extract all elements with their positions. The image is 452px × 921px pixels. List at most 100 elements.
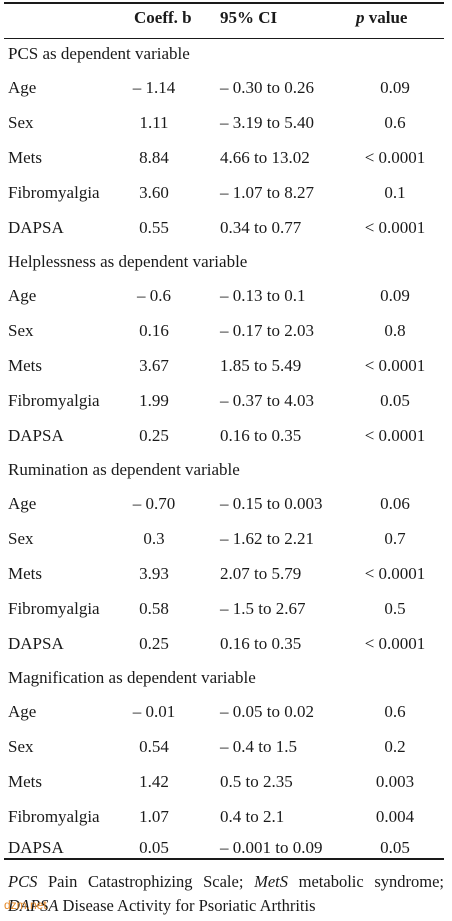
row-p-value: 0.5 [384,599,406,618]
row-variable: Sex [8,737,34,756]
row-ci: 1.85 to 5.49 [220,356,302,375]
row-p-value: 0.05 [380,838,410,857]
row-coeff: 1.11 [139,113,169,132]
row-variable: Age [8,702,37,721]
table-row: Age – 0.70 – 0.15 to 0.003 0.06 [0,494,452,516]
row-p-value: 0.003 [375,772,415,791]
row-p-value: < 0.0001 [364,564,426,583]
table-row: DAPSA 0.05 – 0.001 to 0.09 0.05 [0,838,452,860]
row-p-value: 0.6 [384,702,406,721]
table-row: DAPSA 0.25 0.16 to 0.35 < 0.0001 [0,634,452,656]
row-p-value: < 0.0001 [364,426,426,445]
table-row: DAPSA 0.25 0.16 to 0.35 < 0.0001 [0,426,452,448]
table-row: Fibromyalgia 1.99 – 0.37 to 4.03 0.05 [0,391,452,413]
row-coeff: 0.25 [139,634,169,653]
row-ci: – 0.30 to 0.26 [220,78,314,97]
row-p-value: < 0.0001 [364,356,426,375]
table-top-rule [4,2,444,4]
row-coeff: 0.3 [143,529,165,548]
row-ci: – 3.19 to 5.40 [220,113,314,132]
row-coeff: – 1.14 [132,78,176,97]
row-coeff: 1.07 [139,807,169,826]
row-variable: Age [8,78,37,97]
row-ci: 2.07 to 5.79 [220,564,302,583]
table-row: Mets 1.42 0.5 to 2.35 0.003 [0,772,452,794]
row-variable: DAPSA [8,426,64,445]
row-p-value: < 0.0001 [364,148,426,167]
row-variable: Fibromyalgia [8,599,100,618]
row-p-value: 0.6 [384,113,406,132]
header-coeff: Coeff. b [134,8,192,27]
row-variable: Mets [8,148,42,167]
row-coeff: – 0.70 [132,494,176,513]
row-ci: – 0.17 to 2.03 [220,321,314,340]
row-coeff: – 0.6 [137,286,171,305]
row-variable: DAPSA [8,218,64,237]
row-variable: DAPSA [8,634,64,653]
row-p-value: < 0.0001 [364,634,426,653]
row-variable: Mets [8,564,42,583]
footnote-def-mets: metabolic syndrome; [287,872,444,891]
footnote-abbr-mets: MetS [254,872,288,891]
row-variable: Age [8,494,37,513]
footnote-abbr-pcs: PCS [8,872,38,891]
section-title: Helplessness as dependent variable [8,252,248,271]
row-coeff: 8.84 [139,148,169,167]
row-ci: – 0.15 to 0.003 [220,494,323,513]
row-p-value: 0.09 [380,78,410,97]
row-ci: – 0.001 to 0.09 [220,838,323,857]
row-coeff: 0.16 [139,321,169,340]
table-row: Fibromyalgia 3.60 – 1.07 to 8.27 0.1 [0,183,452,205]
row-p-value: 0.8 [384,321,406,340]
table-row: Age – 1.14 – 0.30 to 0.26 0.09 [0,78,452,100]
row-ci: 0.16 to 0.35 [220,634,302,653]
table-row: Fibromyalgia 0.58 – 1.5 to 2.67 0.5 [0,599,452,621]
table-row: Sex 0.3 – 1.62 to 2.21 0.7 [0,529,452,551]
row-variable: Mets [8,356,42,375]
row-ci: – 0.4 to 1.5 [220,737,297,756]
row-ci: – 0.13 to 0.1 [220,286,306,305]
row-variable: Age [8,286,37,305]
row-ci: 0.5 to 2.35 [220,772,293,791]
row-variable: Fibromyalgia [8,183,100,202]
row-coeff: 1.42 [139,772,169,791]
row-coeff: 0.25 [139,426,169,445]
row-p-value: 0.05 [380,391,410,410]
row-p-value: 0.09 [380,286,410,305]
section-title: Rumination as dependent variable [8,460,240,479]
row-variable: Sex [8,529,34,548]
table-row: DAPSA 0.55 0.34 to 0.77 < 0.0001 [0,218,452,240]
table-row: Mets 8.84 4.66 to 13.02 < 0.0001 [0,148,452,170]
row-ci: – 1.62 to 2.21 [220,529,314,548]
table-footnote: PCS Pain Catastrophizing Scale; MetS met… [8,870,444,918]
section-title: PCS as dependent variable [8,44,190,63]
row-coeff: – 0.01 [132,702,176,721]
row-ci: 4.66 to 13.02 [220,148,310,167]
row-coeff: 3.93 [139,564,169,583]
row-ci: 0.16 to 0.35 [220,426,302,445]
table-row: Age – 0.6 – 0.13 to 0.1 0.09 [0,286,452,308]
row-ci: – 1.5 to 2.67 [220,599,306,618]
row-coeff: 0.54 [139,737,169,756]
row-coeff: 0.05 [139,838,169,857]
row-variable: Fibromyalgia [8,391,100,410]
row-variable: DAPSA [8,838,64,857]
row-ci: – 1.07 to 8.27 [220,183,314,202]
row-variable: Mets [8,772,42,791]
row-p-value: 0.1 [384,183,406,202]
row-p-value: 0.004 [375,807,415,826]
table-row: Fibromyalgia 1.07 0.4 to 2.1 0.004 [0,807,452,829]
row-p-value: 0.06 [380,494,410,513]
table-row: Mets 3.93 2.07 to 5.79 < 0.0001 [0,564,452,586]
row-variable: Fibromyalgia [8,807,100,826]
header-p-rest: value [364,8,408,27]
row-coeff: 3.60 [139,183,169,202]
table-row: Mets 3.67 1.85 to 5.49 < 0.0001 [0,356,452,378]
table-row: Sex 0.54 – 0.4 to 1.5 0.2 [0,737,452,759]
row-coeff: 3.67 [139,356,169,375]
row-ci: 0.4 to 2.1 [220,807,285,826]
row-ci: – 0.05 to 0.02 [220,702,314,721]
row-variable: Sex [8,113,34,132]
footnote-abbr-dapsa: DAPSA [8,896,59,915]
table-row: Sex 1.11 – 3.19 to 5.40 0.6 [0,113,452,135]
